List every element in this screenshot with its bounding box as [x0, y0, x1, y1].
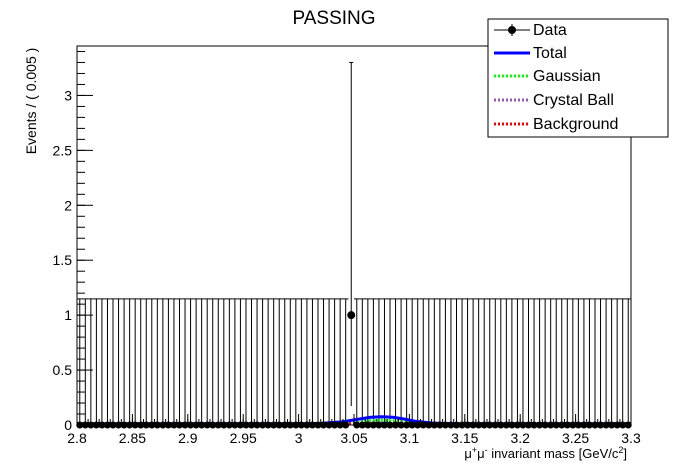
gaussian-curve — [77, 418, 631, 427]
y-tick-label: 0.5 — [53, 362, 73, 378]
x-label-end: ] — [623, 446, 627, 461]
x-label-sup-minus: - — [485, 445, 488, 455]
x-tick-label: 2.9 — [178, 430, 198, 446]
y-axis-label: Events / ( 0.005 ) — [23, 48, 39, 155]
x-tick-label: 3.25 — [562, 430, 589, 446]
x-axis-label: μ+μ- invariant mass [GeV/c2] — [464, 445, 627, 461]
legend-label: Background — [533, 116, 618, 133]
legend-box — [487, 18, 669, 138]
legend-label: Data — [533, 22, 567, 39]
y-axis: 0 0.5 1 1.5 2 2.5 3 — [53, 50, 93, 433]
x-tick-label: 2.8 — [67, 430, 87, 446]
x-axis: 2.8 2.85 2.9 2.95 3 3.05 3.1 3.15 3.2 3.25 3.3 — [67, 414, 641, 446]
legend-label: Gaussian — [533, 68, 601, 85]
x-tick-label: 3.3 — [621, 430, 641, 446]
legend-label: Crystal Ball — [533, 92, 614, 109]
x-tick-label: 3.2 — [510, 430, 530, 446]
data-point — [347, 311, 356, 320]
x-label-mu2: μ — [477, 446, 485, 461]
chart-title: PASSING — [292, 8, 375, 29]
x-label-sup-2: 2 — [618, 445, 623, 455]
error-bars — [77, 61, 631, 425]
x-tick-label: 3.05 — [340, 430, 367, 446]
y-tick-label: 0 — [64, 417, 72, 433]
x-label-main: invariant mass [GeV/c — [488, 446, 619, 461]
y-tick-label: 1.5 — [53, 252, 73, 268]
legend-marker-point — [508, 26, 516, 34]
x-tick-label: 3.15 — [451, 430, 478, 446]
x-tick-label: 2.85 — [119, 430, 146, 446]
legend-label: Total — [533, 45, 567, 62]
x-tick-label: 3 — [295, 430, 303, 446]
legend: Data Total Gaussian Crystal Ball Background — [487, 18, 669, 138]
x-tick-label: 2.95 — [230, 430, 257, 446]
y-tick-label: 2.5 — [53, 142, 73, 158]
x-label-mu1: μ — [464, 446, 472, 461]
y-tick-label: 2 — [64, 197, 72, 213]
x-label-sup-plus: + — [472, 445, 477, 455]
y-tick-label: 3 — [64, 87, 72, 103]
x-tick-label: 3.1 — [400, 430, 420, 446]
y-tick-label: 1 — [64, 307, 72, 323]
